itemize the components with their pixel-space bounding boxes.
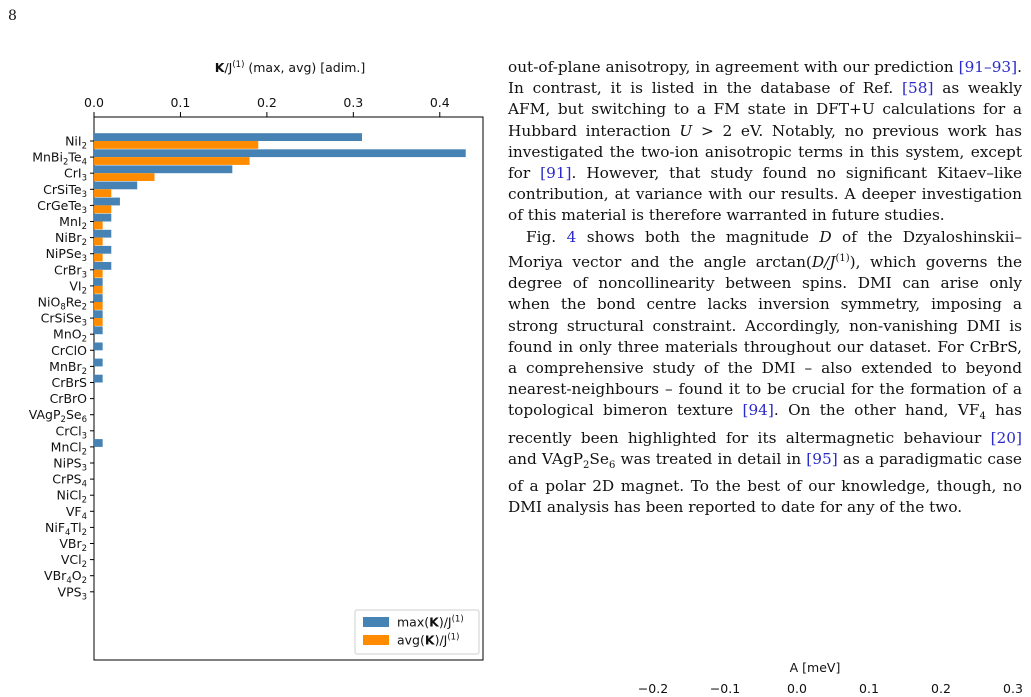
y-tick-label: NiO8Re2 xyxy=(38,295,87,313)
y-tick-label: MnCl2 xyxy=(51,439,87,457)
y-tick-label: NiPSe3 xyxy=(46,246,87,264)
legend-swatch xyxy=(363,617,389,627)
x-tick-label: 0.3 xyxy=(343,95,363,110)
figure2-x-tick-label: 0.2 xyxy=(931,681,951,696)
y-tick-label: CrGeTe3 xyxy=(37,198,87,216)
y-tick-label: MnBr2 xyxy=(49,359,87,377)
figure2-title: A [meV] xyxy=(790,660,841,675)
bar-avg xyxy=(94,173,155,181)
citation-link[interactable]: [91] xyxy=(540,164,572,183)
y-tick-label: VPS3 xyxy=(58,584,87,602)
bar-avg xyxy=(94,302,103,310)
bar-avg xyxy=(94,221,103,230)
bar-max xyxy=(94,245,112,254)
bar-avg xyxy=(94,253,103,262)
y-tick-label: MnO2 xyxy=(53,327,87,345)
y-tick-label: VBr4O2 xyxy=(44,568,87,586)
subscript: 4 xyxy=(979,411,986,423)
bar-max xyxy=(94,278,103,286)
y-tick-label: CrPS4 xyxy=(52,472,87,490)
y-tick-label: NiF4Tl2 xyxy=(45,520,87,538)
figure2-x-tick-label: 0.0 xyxy=(787,681,807,696)
bar-max xyxy=(94,181,138,190)
y-tick-label: CrSiSe3 xyxy=(41,311,87,329)
bar-avg xyxy=(94,157,250,165)
y-tick-label: CrClO xyxy=(51,343,87,358)
bar-max xyxy=(94,149,466,158)
y-tick-label: CrSiTe3 xyxy=(43,182,87,200)
math-symbol: D xyxy=(819,227,832,246)
y-tick-label: CrBr3 xyxy=(54,262,87,280)
bar-max xyxy=(94,326,103,335)
y-tick-label: VCl2 xyxy=(61,552,87,570)
figure2-x-tick-label: 0.1 xyxy=(859,681,879,696)
subscript: 2 xyxy=(583,459,590,471)
y-tick-label: NiBr2 xyxy=(55,230,87,248)
paragraph-1: out-of-plane anisotropy, in agreement wi… xyxy=(508,58,1023,225)
x-tick-label: 0.1 xyxy=(170,95,190,110)
bar-avg xyxy=(94,205,112,214)
bar-avg xyxy=(94,269,103,278)
legend-label: avg(K)/J(1) xyxy=(397,633,459,648)
y-tick-label: CrBrS xyxy=(51,375,87,390)
math-symbol: D/J xyxy=(811,252,836,271)
bar-max xyxy=(94,165,233,174)
y-tick-label: VBr2 xyxy=(59,536,87,554)
x-tick-label: 0.0 xyxy=(84,95,104,110)
x-tick-label: 0.4 xyxy=(430,95,450,110)
bar-max xyxy=(94,342,103,351)
page-number: 8 xyxy=(8,8,17,24)
bar-avg xyxy=(94,318,103,326)
bar-max xyxy=(94,358,103,367)
bar-max xyxy=(94,262,112,270)
bar-max xyxy=(94,229,112,238)
citation-link[interactable]: [91–93] xyxy=(958,58,1018,76)
bar-avg xyxy=(94,141,259,149)
y-tick-label: NiI2 xyxy=(65,134,87,152)
legend-label: max(K)/J(1) xyxy=(397,615,464,630)
citation-link[interactable]: [95] xyxy=(806,449,838,468)
y-tick-label: NiPS3 xyxy=(53,456,87,474)
bar-max xyxy=(94,133,362,141)
y-tick-label: CrCl3 xyxy=(56,423,88,441)
bar-max xyxy=(94,213,112,222)
anisotropy-bar-chart: K/J(1) (max, avg) [adim.] 0.0 0.1 0.2 0.3 0.4… xyxy=(29,60,484,661)
bar-max xyxy=(94,294,103,302)
y-tick-label: NiCl2 xyxy=(57,488,87,506)
bar-avg xyxy=(94,237,103,246)
y-tick-label: MnI2 xyxy=(59,214,87,232)
plot-frame xyxy=(93,116,484,661)
y-tick-label: CrBrO xyxy=(50,391,88,406)
citation-link[interactable]: 4 xyxy=(566,227,577,246)
citation-link[interactable]: [94] xyxy=(742,401,774,420)
y-tick-label: VI2 xyxy=(69,278,87,296)
paragraph-2: Fig. 4 shows both the magnitude D of the… xyxy=(508,227,1022,517)
x-tick-label: 0.2 xyxy=(257,95,277,110)
figure2-x-tick-label: 0.3 xyxy=(1003,681,1023,696)
chart-title: K/J(1) (max, avg) [adim.] xyxy=(215,60,365,75)
figure2-x-tick-label: −0.2 xyxy=(638,681,668,696)
next-figure-axis: A [meV] −0.2 −0.1 0.0 0.1 0.2 0.3 xyxy=(638,660,1023,696)
y-tick-label: CrI3 xyxy=(64,166,87,184)
math-symbol: U xyxy=(679,121,693,140)
bar-avg xyxy=(94,189,112,198)
bar-max xyxy=(94,310,103,319)
legend-swatch xyxy=(363,635,389,645)
y-tick-label: VF4 xyxy=(66,504,87,522)
y-tick-label: VAgP2Se6 xyxy=(29,407,87,425)
bar-max xyxy=(94,197,120,206)
body-text: out-of-plane anisotropy, in agreement wi… xyxy=(508,57,1022,518)
citation-link[interactable]: [20] xyxy=(990,428,1022,447)
bar-max xyxy=(94,374,103,383)
bar-avg xyxy=(94,285,103,294)
superscript: (1) xyxy=(835,252,850,264)
figure2-x-tick-label: −0.1 xyxy=(710,681,740,696)
subscript: 6 xyxy=(608,459,616,471)
citation-link[interactable]: [58] xyxy=(902,79,934,98)
y-tick-label: MnBi2Te4 xyxy=(32,150,87,168)
bar-max xyxy=(94,439,103,447)
